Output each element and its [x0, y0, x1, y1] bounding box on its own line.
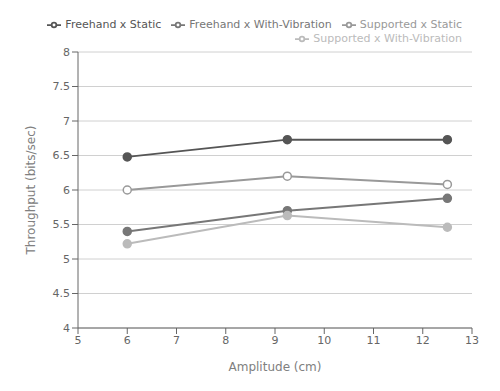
svg-text:Throughput (bits/sec): Throughput (bits/sec): [24, 125, 38, 255]
svg-text:12: 12: [416, 334, 430, 347]
html-text:Supported x With-Vibration: Supported x With-Vibration: [313, 32, 462, 45]
html-text:Freehand x Static: Freehand x Static: [65, 18, 162, 31]
svg-text:Amplitude (cm): Amplitude (cm): [229, 360, 322, 374]
svg-text:9: 9: [272, 334, 279, 347]
svg-text:5.5: 5.5: [53, 218, 71, 231]
svg-text:13: 13: [465, 334, 479, 347]
svg-text:8: 8: [222, 334, 229, 347]
svg-text:11: 11: [367, 334, 381, 347]
svg-text:6: 6: [63, 184, 70, 197]
svg-text:5: 5: [75, 334, 82, 347]
svg-text:7: 7: [173, 334, 180, 347]
svg-text:6.5: 6.5: [53, 149, 71, 162]
html-text:Freehand x With-Vibration: Freehand x With-Vibration: [189, 18, 332, 31]
svg-text:8: 8: [63, 46, 70, 59]
svg-text:4.5: 4.5: [53, 287, 71, 300]
svg-text:5: 5: [63, 253, 70, 266]
svg-text:6: 6: [124, 334, 131, 347]
svg-text:4: 4: [63, 322, 70, 335]
html-text:Supported x Static: Supported x Static: [359, 18, 462, 31]
svg-text:7.5: 7.5: [53, 80, 71, 93]
svg-text:10: 10: [317, 334, 331, 347]
svg-text:7: 7: [63, 115, 70, 128]
